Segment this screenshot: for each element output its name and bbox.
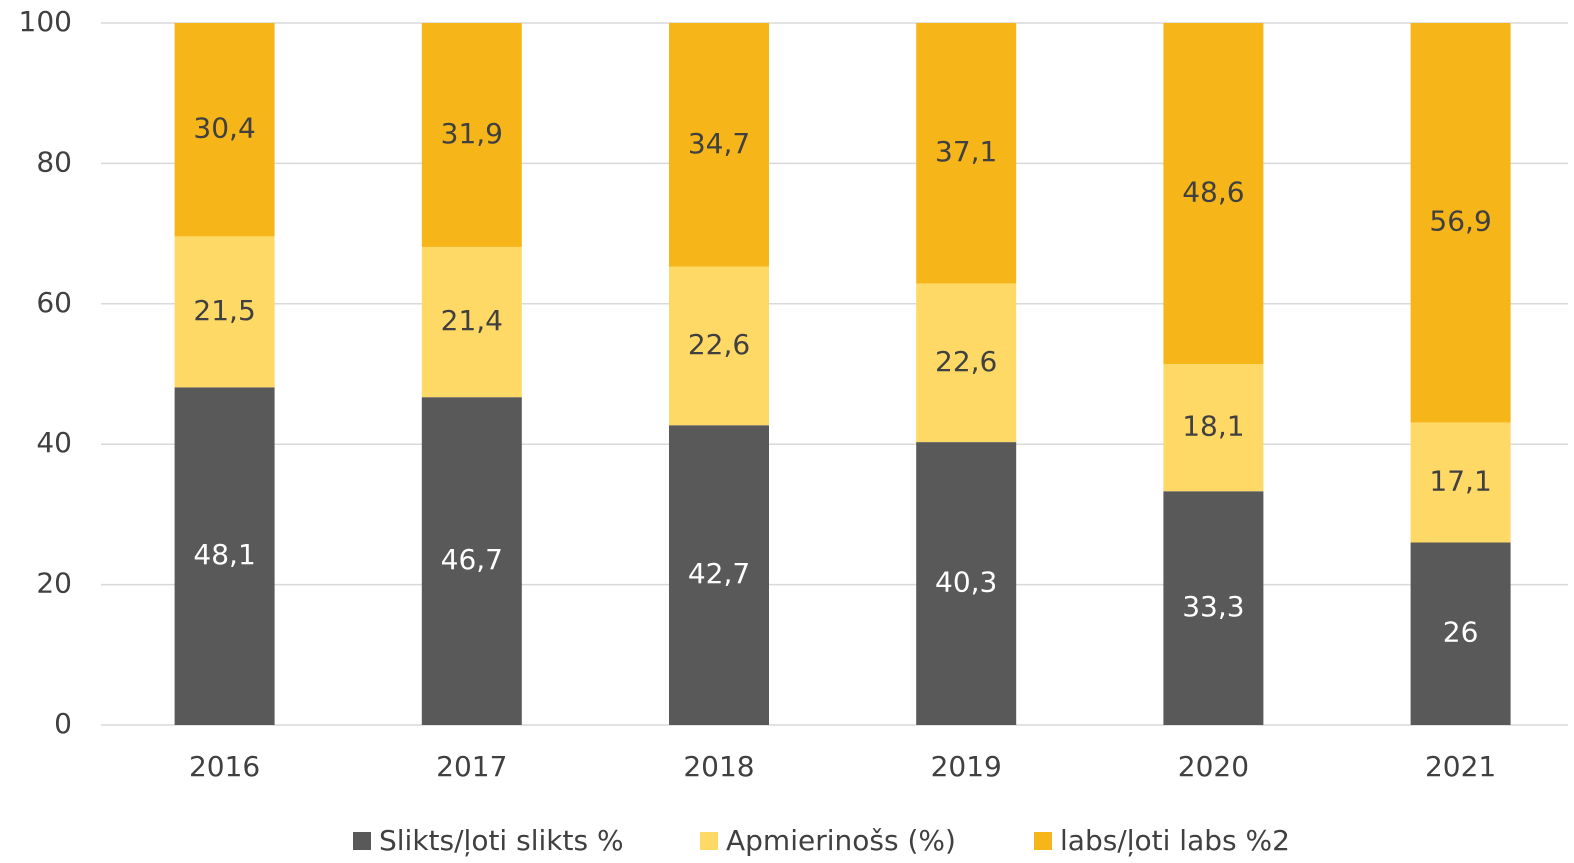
data-label: 37,1 — [935, 135, 997, 168]
data-label: 22,6 — [688, 328, 750, 361]
data-label: 21,4 — [441, 304, 503, 337]
bar-segment — [1163, 364, 1264, 492]
bar-segment — [916, 283, 1017, 443]
data-label: 56,9 — [1429, 205, 1491, 238]
data-label: 33,3 — [1182, 590, 1244, 623]
bar-segment — [1410, 422, 1511, 543]
x-tick-label: 2018 — [683, 750, 754, 783]
legend-label: Apmierinošs (%) — [726, 824, 956, 857]
bar-segment — [421, 397, 522, 725]
y-tick-label: 60 — [36, 286, 72, 319]
bar-segment — [174, 236, 275, 388]
bar-segment — [174, 387, 275, 725]
data-label: 46,7 — [441, 543, 503, 576]
data-label: 48,1 — [193, 538, 255, 571]
bar-segment — [421, 23, 522, 247]
legend-swatch — [353, 832, 371, 850]
data-label: 30,4 — [193, 112, 255, 145]
bar-segment — [1163, 23, 1264, 365]
y-tick-label: 20 — [36, 567, 72, 600]
data-label: 18,1 — [1182, 410, 1244, 443]
y-tick-label: 80 — [36, 145, 72, 178]
data-label: 26 — [1443, 616, 1479, 649]
x-tick-label: 2020 — [1178, 750, 1249, 783]
bar-segment — [1410, 542, 1511, 725]
bar-segment — [174, 23, 275, 237]
bar-segment — [916, 23, 1017, 284]
bar-segment — [669, 266, 769, 426]
bar-segment — [916, 442, 1017, 725]
data-label: 42,7 — [688, 557, 750, 590]
legend-swatch — [1034, 832, 1052, 850]
data-label: 31,9 — [441, 117, 503, 150]
x-tick-label: 2016 — [189, 750, 260, 783]
bar-segment — [421, 246, 522, 398]
bar-segment — [669, 23, 769, 267]
x-tick-label: 2021 — [1425, 750, 1496, 783]
bar-segment — [669, 425, 769, 725]
y-tick-label: 100 — [19, 5, 72, 38]
data-label: 22,6 — [935, 345, 997, 378]
y-tick-label: 0 — [54, 707, 72, 740]
data-label: 21,5 — [193, 294, 255, 327]
y-tick-label: 40 — [36, 426, 72, 459]
bar-segment — [1410, 23, 1511, 423]
data-label: 17,1 — [1429, 464, 1491, 497]
x-tick-label: 2019 — [931, 750, 1002, 783]
bar-segment — [1163, 491, 1264, 725]
legend-swatch — [700, 832, 718, 850]
data-label: 40,3 — [935, 566, 997, 599]
data-label: 48,6 — [1182, 176, 1244, 209]
x-tick-label: 2017 — [436, 750, 507, 783]
data-label: 34,7 — [688, 127, 750, 160]
legend-label: labs/ļoti labs %2 — [1060, 824, 1290, 857]
legend-label: Slikts/ļoti slikts % — [379, 824, 624, 857]
